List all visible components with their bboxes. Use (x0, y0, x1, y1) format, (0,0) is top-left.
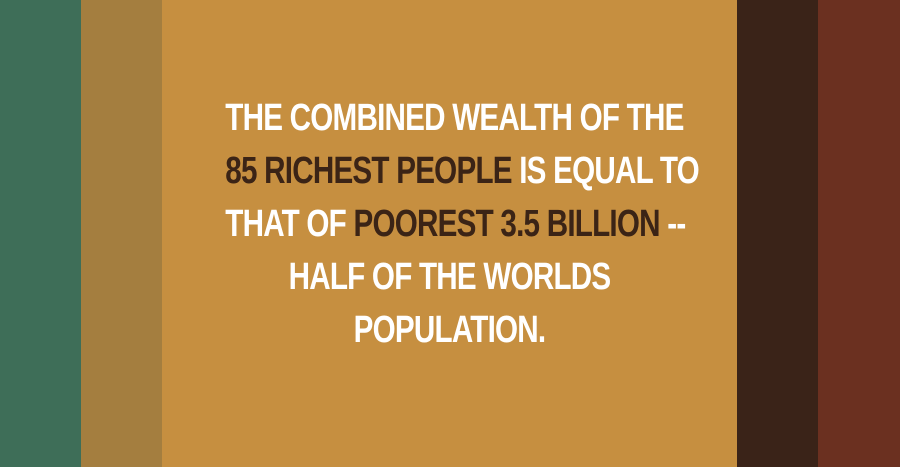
quote-line-1-text: THE COMBINED WEALTH OF THE (225, 97, 684, 139)
quote-line-3-start: THAT OF (225, 203, 354, 245)
stripe-main-panel (162, 0, 737, 467)
quote-line-3-rest: -- (659, 203, 686, 245)
quote-line-2-rest: IS EQUAL TO (511, 150, 700, 192)
highlight-poorest-billion: POOREST 3.5 BILLION (353, 203, 660, 245)
highlight-richest-people: 85 RICHEST PEOPLE (225, 150, 512, 192)
stripe-green (0, 0, 81, 467)
quote-line-2: 85 RICHEST PEOPLE IS EQUAL TO (225, 145, 699, 198)
quote-line-4-text: HALF OF THE WORLDS (288, 256, 612, 298)
stripe-ochre (81, 0, 162, 467)
quote-line-3: THAT OF POOREST 3.5 BILLION -- (225, 198, 686, 251)
stripe-dark-brown (737, 0, 818, 467)
quote-text: THE COMBINED WEALTH OF THE 85 RICHEST PE… (225, 92, 699, 357)
quote-line-1: THE COMBINED WEALTH OF THE (225, 92, 684, 145)
quote-line-5: POPULATION. (225, 304, 674, 357)
stripe-rust (818, 0, 900, 467)
quote-line-5-text: POPULATION. (353, 309, 547, 351)
quote-line-4: HALF OF THE WORLDS (225, 251, 674, 304)
